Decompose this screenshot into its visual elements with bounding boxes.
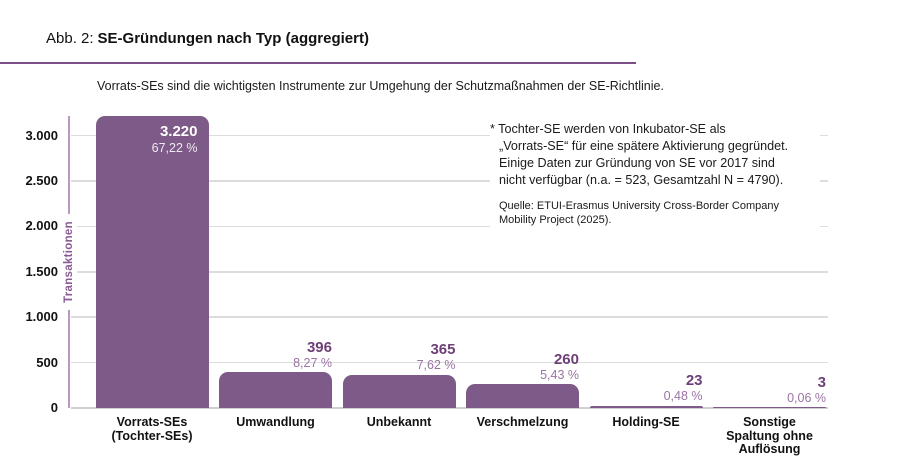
y-tick-label-0: 0	[50, 400, 58, 415]
x-axis-label-line: Sonstige	[743, 415, 796, 429]
figure-subtitle: Vorrats-SEs sind die wichtigsten Instrum…	[97, 79, 664, 93]
figure-number-label: Abb. 2:	[46, 30, 94, 47]
bar-percent-label: 8,27 %	[293, 355, 332, 370]
bar-holding-se	[589, 405, 703, 408]
title-divider-rule	[0, 62, 636, 64]
y-gridline-0	[71, 407, 828, 409]
y-tick-label-2500: 2.500	[25, 172, 58, 188]
annotation-line: „Vorrats-SE“ für eine spätere Aktivierun…	[499, 139, 789, 153]
x-axis-label-verschmelzung: Verschmelzung	[451, 415, 594, 430]
annotation-line: Einige Daten zur Gründung von SE vor 201…	[499, 156, 775, 170]
bar-value-label: 396	[306, 338, 332, 356]
bar-umwandlung	[219, 372, 332, 408]
bar-percent-label: 0,48 %	[663, 389, 703, 404]
y-gridline-3000	[71, 134, 828, 137]
y-gridline-2500	[71, 180, 828, 182]
x-axis-label-line: Auflösung	[738, 442, 801, 456]
annotation-text: * Tochter-SE werden von Inkubator-SE als…	[490, 121, 820, 189]
bar-sonstige-spaltung-ohne-auflösung	[713, 407, 826, 408]
bar-percent-label: 7,62 %	[416, 358, 456, 373]
figure-title-text: SE-Gründungen nach Typ (aggregiert)	[97, 30, 369, 47]
y-gridline-2000	[71, 225, 828, 228]
x-axis-label-line: Spaltung ohne	[726, 428, 813, 443]
bar-labels-verschmelzung: 260 5,43 %	[540, 351, 579, 383]
bar-unbekannt	[342, 374, 456, 408]
x-axis-label-line: Verschmelzung	[476, 415, 569, 429]
bar-labels-unbekannt: 365 7,62 %	[417, 341, 456, 373]
bar-labels-sonstige-spaltung-ohne-auflösung: 3 0,06 %	[787, 374, 826, 406]
bar-labels-vorrats-ses-tochter-ses: 3.220 67,22 %	[96, 123, 198, 156]
x-axis-label-line: (Tochter-SEs)	[111, 428, 193, 443]
bar-verschmelzung	[466, 384, 579, 408]
y-tick-label-1500: 1.500	[25, 263, 58, 279]
source-note: Quelle: ETUI-Erasmus University Cross-Bo…	[490, 199, 820, 227]
y-tick-label-3000: 3.000	[25, 127, 58, 143]
y-gridline-500	[71, 361, 828, 364]
bar-labels-umwandlung: 396 8,27 %	[293, 339, 332, 371]
bar-value-label: 260	[553, 350, 579, 368]
source-line: Quelle: ETUI-Erasmus University Cross-Bo…	[499, 200, 779, 212]
x-axis-label-line: Holding-SE	[612, 415, 680, 429]
x-axis-label-umwandlung: Umwandlung	[204, 415, 347, 430]
bar-value-label: 3	[817, 373, 826, 391]
figure-title: Abb. 2: SE-Gründungen nach Typ (aggregier…	[46, 30, 369, 47]
y-axis-title: Transaktionen	[61, 214, 77, 310]
annotation-line: * Tochter-SE werden von Inkubator-SE als	[490, 122, 726, 136]
annotation-line: nicht verfügbar (n.a. = 523, Gesamtzahl …	[499, 173, 784, 187]
y-gridline-1000	[71, 316, 828, 318]
x-axis-label-line: Unbekannt	[366, 415, 432, 429]
x-axis-label-holding-se: Holding-SE	[575, 415, 718, 430]
x-axis-label-sonstige-spaltung-ohne-auflösung: Sonstige Spaltung ohne Auflösung	[698, 415, 841, 457]
source-line: Mobility Project (2025).	[499, 214, 612, 226]
bar-vorrats-ses-tochter-ses	[95, 115, 209, 408]
y-tick-label-1000: 1.000	[25, 309, 58, 325]
bar-percent-label: 67,22 %	[151, 140, 198, 155]
x-axis-label-vorrats-ses-tochter-ses: Vorrats-SEs (Tochter-SEs)	[81, 415, 224, 443]
bar-percent-label: 5,43 %	[540, 367, 579, 382]
x-axis-label-unbekannt: Unbekannt	[328, 415, 471, 430]
bar-value-label: 23	[685, 372, 703, 390]
bar-percent-label: 0,06 %	[787, 390, 826, 405]
annotation-box: * Tochter-SE werden von Inkubator-SE als…	[490, 121, 820, 227]
y-tick-label-500: 500	[36, 354, 58, 370]
x-axis-label-line: Vorrats-SEs	[116, 415, 188, 429]
bar-value-label: 3.220	[159, 122, 198, 140]
bar-labels-holding-se: 23 0,48 %	[664, 372, 703, 404]
y-tick-label-2000: 2.000	[25, 218, 58, 234]
bar-value-label: 365	[430, 341, 456, 359]
x-axis-label-line: Umwandlung	[236, 415, 315, 429]
y-gridline-1500	[71, 271, 828, 273]
